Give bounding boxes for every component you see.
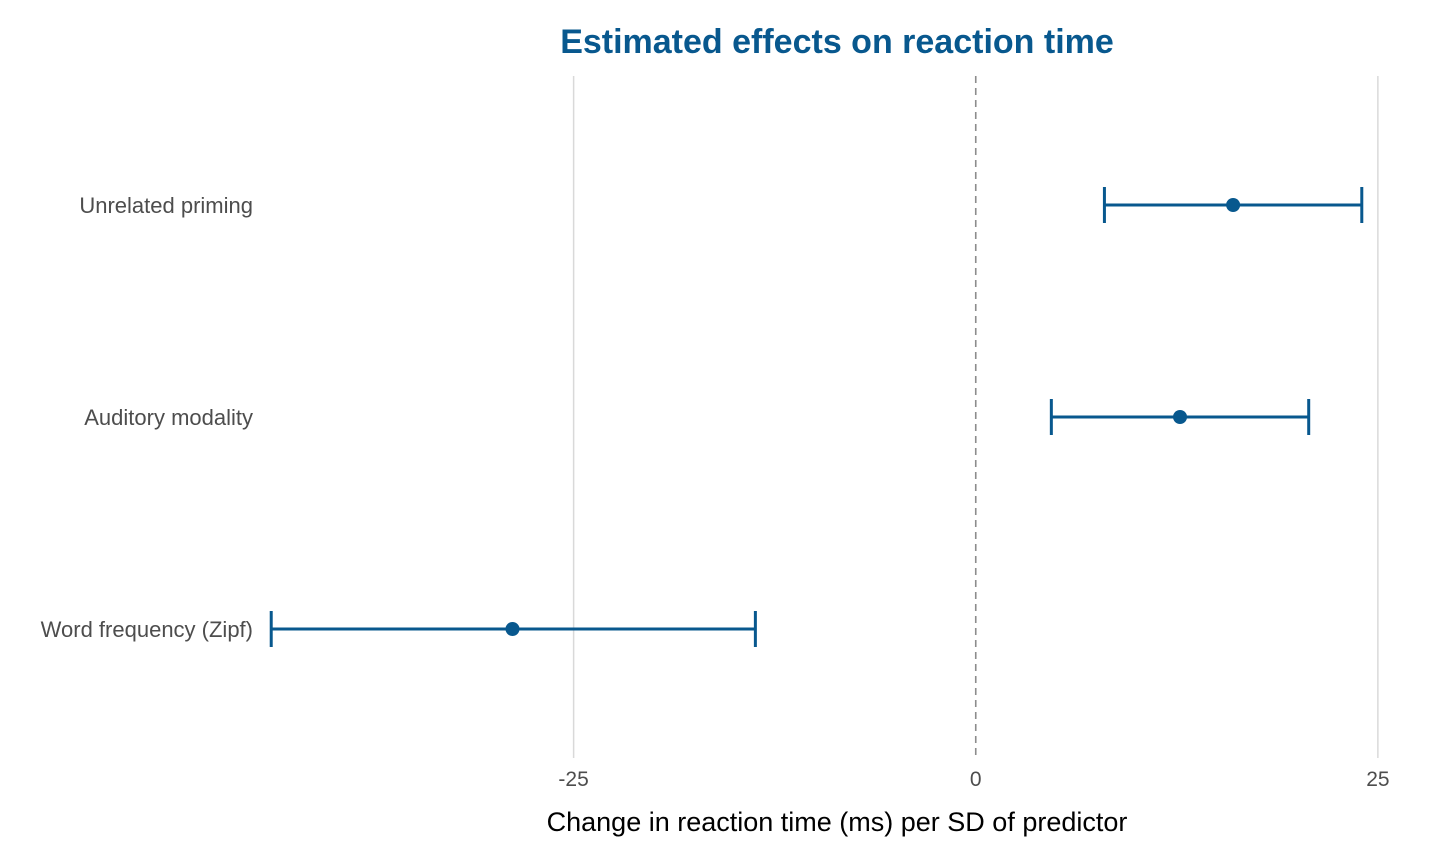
x-tick-label: -25: [558, 768, 588, 791]
estimate-marks: [269, 187, 1364, 647]
x-tick-label: 0: [970, 768, 982, 791]
x-axis-title: Change in reaction time (ms) per SD of p…: [547, 807, 1128, 837]
estimate-point: [1173, 410, 1188, 424]
grid-lines: [572, 76, 1379, 758]
x-tick-label: 25: [1366, 768, 1389, 791]
y-category-label: Unrelated priming: [79, 193, 253, 218]
y-category-label: Auditory modality: [84, 405, 253, 430]
y-category-label: Word frequency (Zipf): [41, 617, 253, 642]
x-axis-ticks: -25 0 25: [558, 768, 1389, 791]
estimate-point: [505, 622, 520, 636]
estimate-point: [1226, 198, 1241, 212]
chart-title: Estimated effects on reaction time: [560, 23, 1114, 61]
y-axis-labels: Unrelated priming Auditory modality Word f…: [41, 193, 253, 642]
